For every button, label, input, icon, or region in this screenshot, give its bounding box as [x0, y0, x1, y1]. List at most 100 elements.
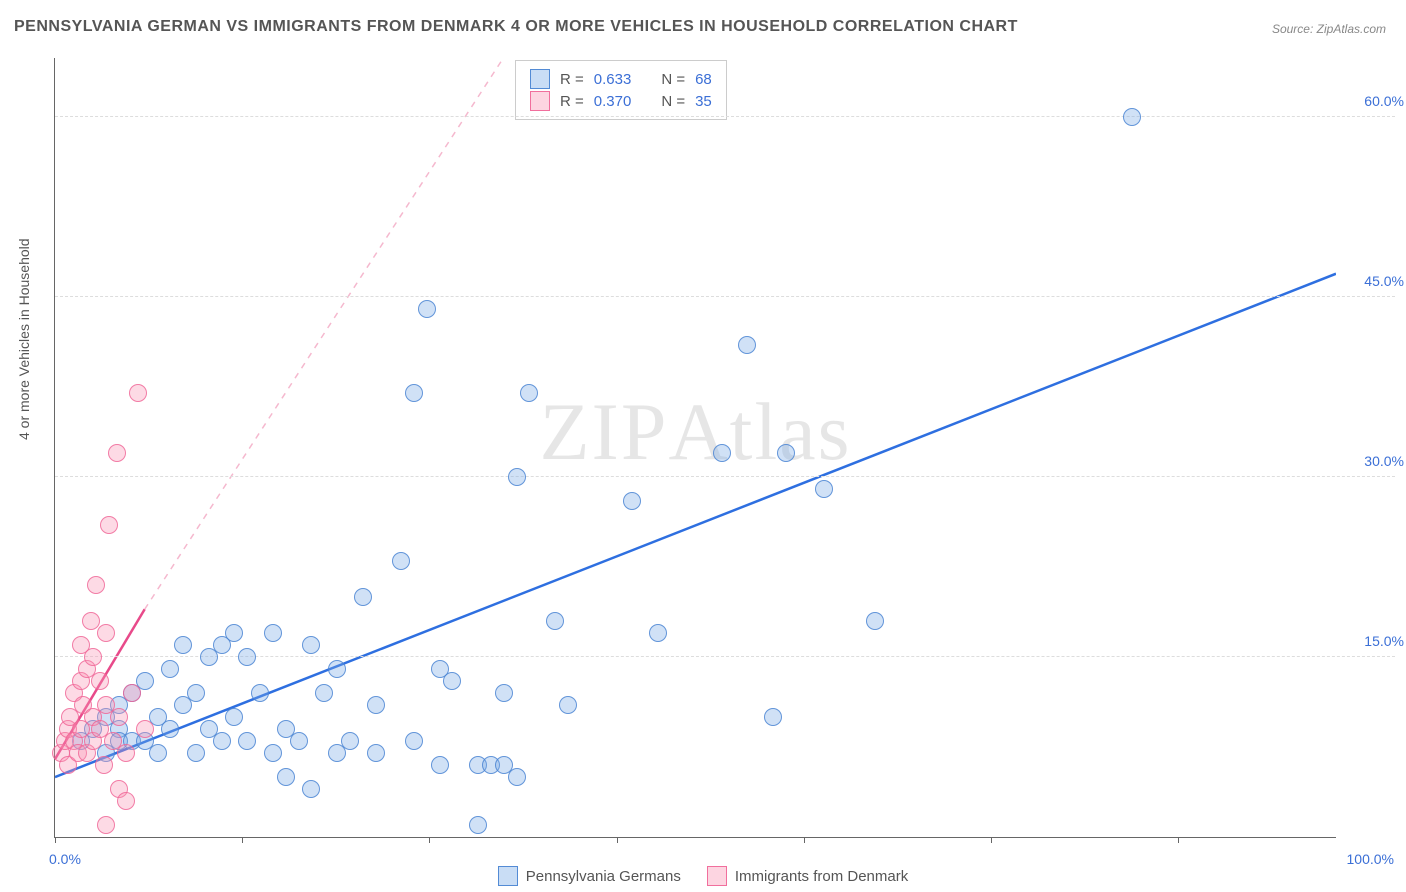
y-tick-label: 30.0%: [1364, 453, 1404, 469]
n-value-blue: 68: [695, 71, 712, 88]
swatch-blue-icon: [530, 69, 550, 89]
scatter-point: [815, 480, 833, 498]
r-label: R =: [560, 71, 584, 88]
scatter-point: [367, 696, 385, 714]
gridline: [55, 116, 1395, 117]
scatter-point: [213, 732, 231, 750]
scatter-point: [277, 768, 295, 786]
correlation-legend: R = 0.633 N = 68 R = 0.370 N = 35: [515, 60, 727, 120]
scatter-point: [290, 732, 308, 750]
scatter-point: [354, 588, 372, 606]
trend-line: [55, 274, 1336, 777]
scatter-point: [302, 636, 320, 654]
trend-lines-svg: [55, 58, 1336, 837]
scatter-point: [315, 684, 333, 702]
scatter-point: [1123, 108, 1141, 126]
scatter-point: [546, 612, 564, 630]
scatter-point: [238, 732, 256, 750]
scatter-point: [431, 756, 449, 774]
scatter-point: [161, 720, 179, 738]
x-tick: [429, 837, 430, 843]
scatter-point: [108, 444, 126, 462]
watermark-atlas: Atlas: [668, 386, 851, 477]
scatter-point: [520, 384, 538, 402]
scatter-point: [161, 660, 179, 678]
scatter-point: [91, 672, 109, 690]
scatter-point: [123, 684, 141, 702]
legend-label-a: Pennsylvania Germans: [526, 868, 681, 885]
scatter-point: [264, 624, 282, 642]
scatter-point: [405, 732, 423, 750]
scatter-point: [100, 516, 118, 534]
y-tick-label: 60.0%: [1364, 93, 1404, 109]
r-value-blue: 0.633: [594, 71, 632, 88]
scatter-point: [649, 624, 667, 642]
legend-item-pa-germans: Pennsylvania Germans: [498, 866, 681, 886]
gridline: [55, 296, 1395, 297]
scatter-point: [82, 612, 100, 630]
scatter-point: [495, 684, 513, 702]
scatter-point: [187, 684, 205, 702]
r-value-pink: 0.370: [594, 93, 632, 110]
scatter-point: [367, 744, 385, 762]
scatter-point: [187, 744, 205, 762]
y-axis-label: 4 or more Vehicles in Household: [16, 238, 32, 440]
scatter-point: [713, 444, 731, 462]
gridline: [55, 476, 1395, 477]
scatter-point: [328, 660, 346, 678]
scatter-point: [738, 336, 756, 354]
legend-row-pink: R = 0.370 N = 35: [530, 91, 712, 111]
scatter-point: [97, 624, 115, 642]
x-tick-max: 100.0%: [1347, 851, 1394, 867]
swatch-pink-icon: [707, 866, 727, 886]
watermark-zip: ZIP: [539, 386, 668, 477]
trend-line: [145, 58, 504, 609]
scatter-point: [866, 612, 884, 630]
scatter-point: [174, 636, 192, 654]
scatter-point: [508, 468, 526, 486]
legend-row-blue: R = 0.633 N = 68: [530, 69, 712, 89]
scatter-point: [777, 444, 795, 462]
source-label: Source: ZipAtlas.com: [1272, 22, 1386, 36]
scatter-point: [117, 744, 135, 762]
x-tick: [1178, 837, 1179, 843]
scatter-point: [238, 648, 256, 666]
scatter-point: [559, 696, 577, 714]
legend-item-denmark: Immigrants from Denmark: [707, 866, 908, 886]
scatter-point: [508, 768, 526, 786]
scatter-point: [469, 816, 487, 834]
x-tick: [991, 837, 992, 843]
scatter-point: [443, 672, 461, 690]
x-tick: [804, 837, 805, 843]
scatter-point: [623, 492, 641, 510]
swatch-blue-icon: [498, 866, 518, 886]
scatter-point: [251, 684, 269, 702]
y-tick-label: 45.0%: [1364, 273, 1404, 289]
scatter-point: [87, 576, 105, 594]
scatter-point: [117, 792, 135, 810]
r-label: R =: [560, 93, 584, 110]
scatter-point: [225, 624, 243, 642]
scatter-point: [95, 756, 113, 774]
x-tick-min: 0.0%: [49, 851, 81, 867]
scatter-point: [110, 708, 128, 726]
scatter-point: [405, 384, 423, 402]
scatter-point: [136, 720, 154, 738]
n-value-pink: 35: [695, 93, 712, 110]
bottom-legend: Pennsylvania Germans Immigrants from Den…: [0, 866, 1406, 886]
scatter-point: [84, 648, 102, 666]
swatch-pink-icon: [530, 91, 550, 111]
scatter-point: [97, 816, 115, 834]
scatter-point: [764, 708, 782, 726]
plot-area: ZIPAtlas R = 0.633 N = 68 R = 0.370 N = …: [54, 58, 1336, 838]
n-label: N =: [661, 71, 685, 88]
scatter-point: [418, 300, 436, 318]
scatter-point: [129, 384, 147, 402]
scatter-point: [264, 744, 282, 762]
x-tick: [617, 837, 618, 843]
legend-label-b: Immigrants from Denmark: [735, 868, 908, 885]
chart-title: PENNSYLVANIA GERMAN VS IMMIGRANTS FROM D…: [14, 18, 1018, 36]
scatter-point: [225, 708, 243, 726]
scatter-point: [392, 552, 410, 570]
y-tick-label: 15.0%: [1364, 633, 1404, 649]
